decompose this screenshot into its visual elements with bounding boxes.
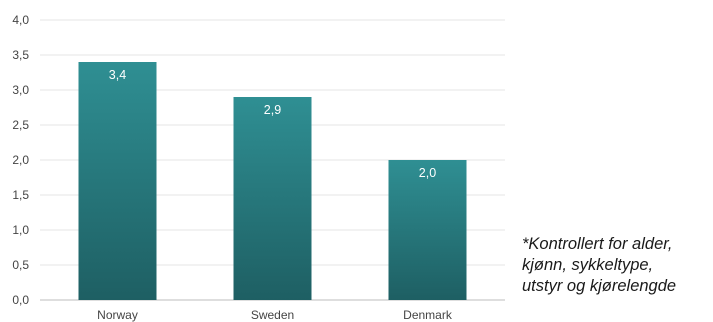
bar	[233, 97, 312, 300]
x-category-label: Norway	[97, 308, 138, 322]
y-tick-label: 3,5	[12, 48, 29, 62]
y-tick-label: 0,0	[12, 293, 29, 307]
bar	[78, 62, 157, 300]
data-label: 2,9	[264, 103, 281, 117]
y-tick-label: 1,0	[12, 223, 29, 237]
y-axis-ticks: 0,0 0,5 1,0 1,5 2,0 2,5 3,0 3,5 4,0	[12, 13, 29, 307]
bar	[388, 160, 467, 300]
x-category-label: Sweden	[251, 308, 294, 322]
y-tick-label: 2,0	[12, 153, 29, 167]
y-tick-label: 3,0	[12, 83, 29, 97]
data-label: 2,0	[419, 166, 436, 180]
y-tick-label: 2,5	[12, 118, 29, 132]
x-axis-categories: Norway Sweden Denmark	[97, 308, 453, 322]
y-tick-label: 0,5	[12, 258, 29, 272]
x-category-label: Denmark	[403, 308, 453, 322]
footnote-line-2: kjønn, sykkeltype,	[522, 256, 654, 274]
footnote-line-3: utstyr og kjørelengde	[522, 277, 677, 295]
footnote: *Kontrollert for alder, kjønn, sykkeltyp…	[522, 234, 712, 297]
data-label: 3,4	[109, 68, 126, 82]
bars	[78, 62, 467, 300]
y-tick-label: 4,0	[12, 13, 29, 27]
y-tick-label: 1,5	[12, 188, 29, 202]
data-labels: 3,4 2,9 2,0	[109, 68, 436, 180]
footnote-line-1: *Kontrollert for alder,	[522, 235, 673, 253]
